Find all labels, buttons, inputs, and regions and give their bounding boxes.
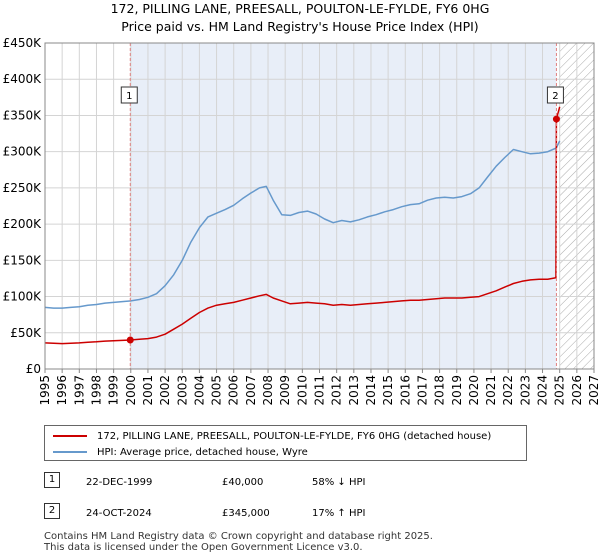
y-tick-label-2: £100K — [3, 290, 43, 304]
footer-line-1: Contains HM Land Registry data © Crown c… — [44, 531, 433, 542]
transaction-date-1: 22-DEC-1999 — [86, 477, 153, 488]
x-tick-label-2020: 2020 — [467, 375, 481, 406]
footer: Contains HM Land Registry data © Crown c… — [44, 531, 433, 553]
axes-group: £0 £50K £100K £150K £200K £250K £300K £350K £400… — [3, 36, 600, 406]
legend-item-property: 172, PILLING LANE, PREESALL, POULTON-LE-… — [53, 428, 491, 444]
chart-title-line1: 172, PILLING LANE, PREESALL, POULTON-LE-… — [111, 1, 490, 16]
transaction-badge-1: 1 — [44, 472, 60, 488]
x-tick-label-2013: 2013 — [347, 375, 361, 406]
sale-point-1 — [126, 336, 134, 344]
x-tick-label-2015: 2015 — [381, 375, 395, 406]
sale-box-2 — [546, 86, 564, 104]
legend-label-hpi: HPI: Average price, detached house, Wyre — [97, 446, 308, 458]
x-tick-label-2009: 2009 — [278, 375, 292, 406]
hpi-line — [44, 140, 561, 309]
x-tick-label-2000: 2000 — [124, 375, 138, 406]
x-tick-label-2016: 2016 — [398, 375, 412, 406]
x-tick-label-2003: 2003 — [175, 375, 189, 406]
x-tick-label-1995: 1995 — [38, 375, 52, 406]
x-tick-label-2005: 2005 — [210, 375, 224, 406]
x-tick-label-2004: 2004 — [192, 375, 206, 406]
legend-swatch-property — [53, 435, 87, 437]
x-tick-label-2024: 2024 — [536, 375, 550, 406]
y-tick-label-7: £350K — [3, 108, 43, 122]
y-tick-label-6: £300K — [3, 145, 43, 159]
x-tick-label-2021: 2021 — [484, 375, 498, 406]
y-tick-label-0: £0 — [26, 362, 41, 376]
x-tick-label-2014: 2014 — [364, 375, 378, 406]
x-tick-label-2001: 2001 — [141, 375, 155, 406]
x-tick-label-1997: 1997 — [72, 375, 86, 406]
x-tick-label-2027: 2027 — [587, 375, 600, 406]
x-tick-label-2002: 2002 — [158, 375, 172, 406]
x-tick-label-2017: 2017 — [415, 375, 429, 406]
legend: 172, PILLING LANE, PREESALL, POULTON-LE-… — [44, 425, 527, 461]
x-tick-label-2007: 2007 — [244, 375, 258, 406]
x-tick-label-2008: 2008 — [261, 375, 275, 406]
legend-item-hpi: HPI: Average price, detached house, Wyre — [53, 444, 308, 460]
ownership-shade — [130, 43, 557, 369]
x-tick-label-2006: 2006 — [227, 375, 241, 406]
x-tick-label-2026: 2026 — [570, 375, 584, 406]
transaction-badge-2: 2 — [44, 503, 60, 519]
sale-box-1 — [120, 86, 138, 104]
x-tick-label-2022: 2022 — [501, 375, 515, 406]
transaction-price-1: £40,000 — [222, 477, 264, 488]
x-tick-label-2019: 2019 — [450, 375, 464, 406]
x-tick-label-1996: 1996 — [55, 375, 69, 406]
y-tick-label-9: £450K — [3, 36, 43, 50]
x-tick-label-2012: 2012 — [330, 375, 344, 406]
gridlines — [44, 42, 595, 370]
transaction-hpi-2: 17% ↑ HPI — [312, 508, 366, 519]
legend-swatch-hpi — [53, 451, 87, 453]
y-tick-label-5: £250K — [3, 181, 43, 195]
chart-title-line2: Price paid vs. HM Land Registry's House … — [121, 19, 478, 34]
legend-label-property: 172, PILLING LANE, PREESALL, POULTON-LE-… — [97, 430, 492, 442]
footer-line-2: This data is licensed under the Open Gov… — [44, 542, 363, 553]
y-tick-label-1: £50K — [10, 326, 42, 340]
x-tick-label-2010: 2010 — [295, 375, 309, 406]
price-chart: 172, PILLING LANE, PREESALL, POULTON-LE-… — [3, 1, 600, 406]
x-tick-label-2025: 2025 — [553, 375, 567, 406]
sale-box-label-1: 1 — [126, 91, 132, 102]
x-tick-label-2023: 2023 — [518, 375, 532, 406]
x-tick-label-1999: 1999 — [107, 375, 121, 406]
sale-point-2 — [552, 115, 560, 123]
y-tick-label-8: £400K — [3, 72, 43, 86]
x-tick-label-1998: 1998 — [89, 375, 103, 406]
x-tick-label-2018: 2018 — [433, 375, 447, 406]
y-tick-label-3: £150K — [3, 253, 43, 267]
y-tick-label-4: £200K — [3, 217, 43, 231]
plot-background — [130, 43, 594, 369]
transaction-hpi-1: 58% ↓ HPI — [312, 477, 366, 488]
sale-box-label-2: 2 — [552, 91, 558, 102]
transaction-price-2: £345,000 — [222, 508, 270, 519]
transaction-date-2: 24-OCT-2024 — [86, 508, 152, 519]
x-tick-label-2011: 2011 — [313, 375, 327, 406]
